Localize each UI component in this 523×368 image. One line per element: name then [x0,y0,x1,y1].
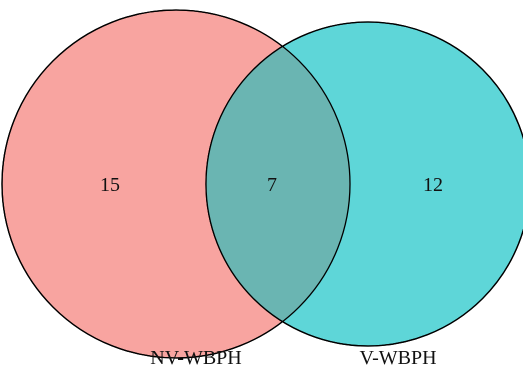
set-label-v-wbph: V-WBPH [359,347,436,368]
count-intersection: 7 [267,174,277,196]
count-nv-wbph-only: 15 [100,174,120,196]
set-label-nv-wbph: NV-WBPH [150,347,242,368]
set-outline-v-wbph [205,21,523,347]
set-outline-nv-wbph [1,9,351,359]
count-v-wbph-only: 12 [423,174,443,196]
intersection-region [206,22,350,346]
